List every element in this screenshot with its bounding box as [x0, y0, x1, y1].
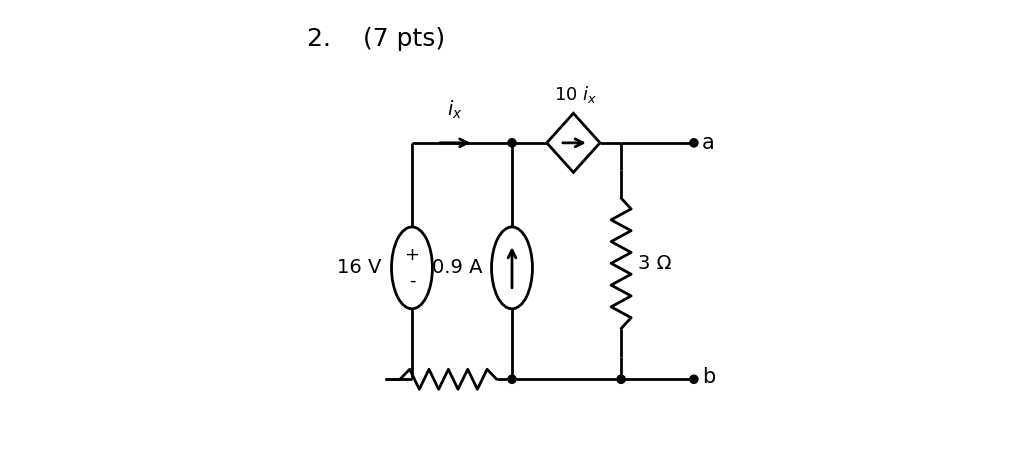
Circle shape	[508, 139, 516, 147]
Circle shape	[690, 375, 698, 383]
Circle shape	[690, 139, 698, 147]
Text: +: +	[404, 246, 420, 264]
Text: -: -	[409, 272, 415, 289]
Text: 0.9 A: 0.9 A	[432, 258, 482, 277]
Text: 16 V: 16 V	[337, 258, 381, 277]
Text: 2.    (7 pts): 2. (7 pts)	[307, 27, 445, 51]
Text: a: a	[702, 133, 715, 153]
Circle shape	[617, 375, 626, 383]
Circle shape	[508, 375, 516, 383]
Text: 10 $i_x$: 10 $i_x$	[554, 84, 597, 105]
Text: $i_x$: $i_x$	[447, 99, 463, 121]
Text: b: b	[702, 367, 716, 387]
Text: 3 Ω: 3 Ω	[638, 254, 672, 273]
